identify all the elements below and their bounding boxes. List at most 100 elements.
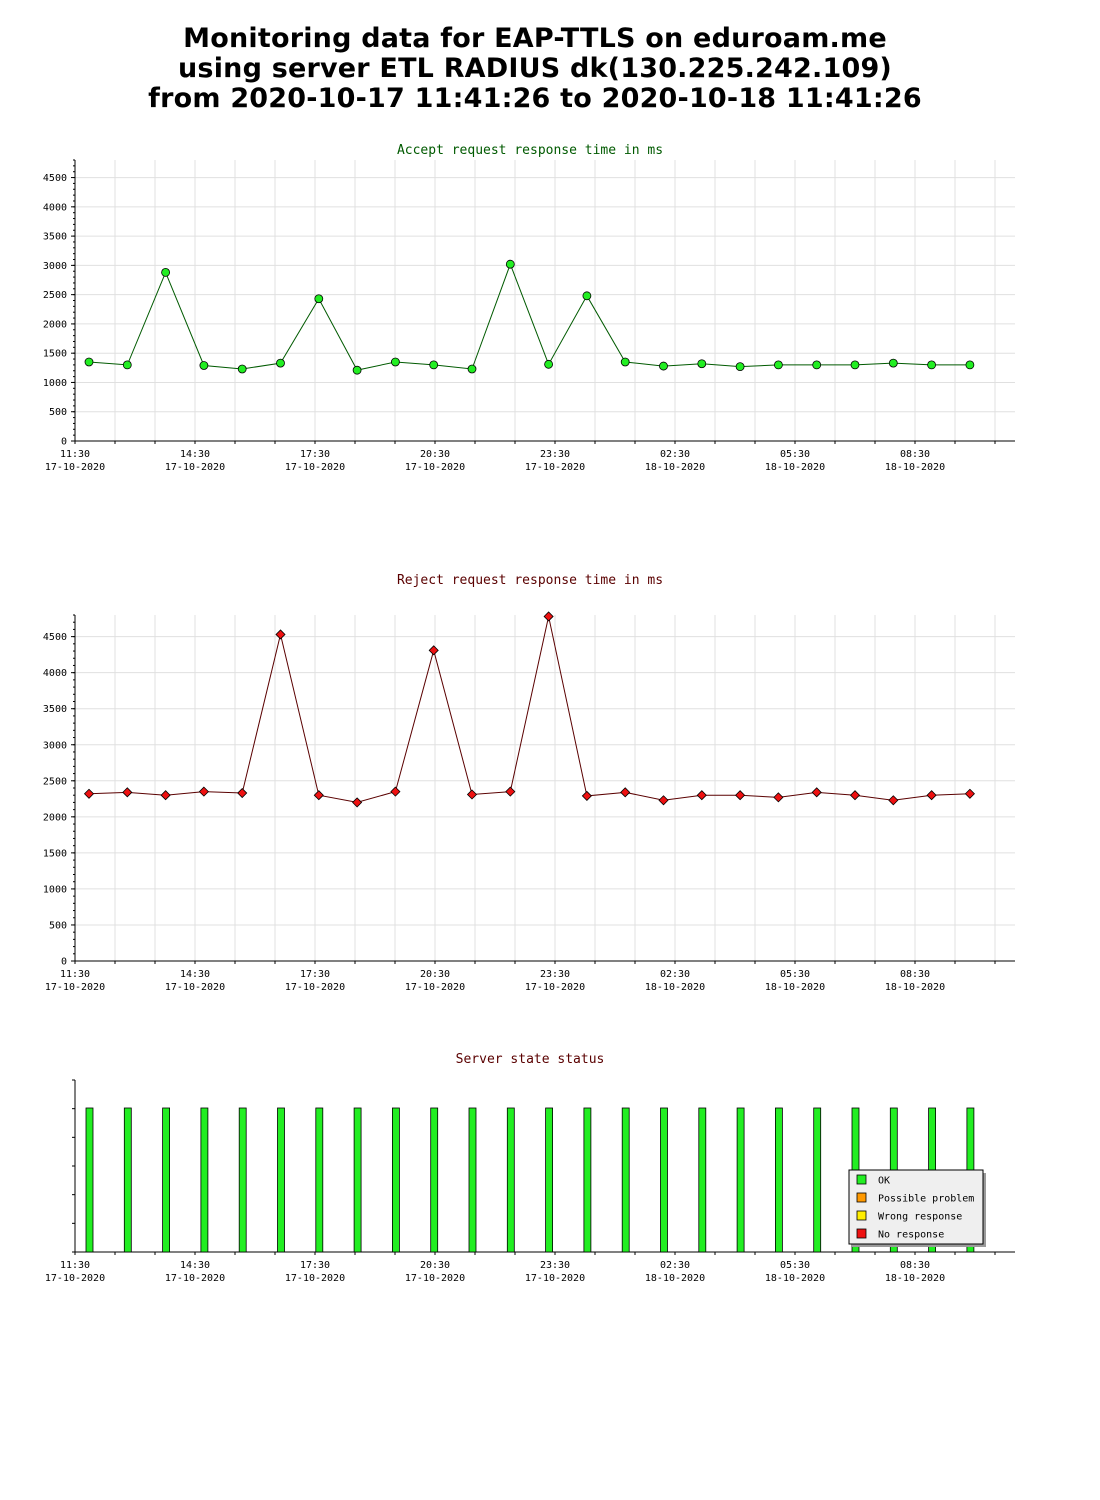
- legend-label: Wrong response: [878, 1212, 962, 1223]
- x-tick-date: 18-10-2020: [645, 1273, 705, 1284]
- data-point: [850, 360, 860, 370]
- y-tick-label: 4500: [43, 632, 67, 643]
- y-tick-label: 0: [61, 957, 67, 968]
- y-tick-label: 3000: [43, 740, 67, 751]
- y-tick-label: 2000: [43, 319, 67, 330]
- data-point: [466, 789, 478, 800]
- status-bar: [545, 1107, 553, 1253]
- x-tick-date: 17-10-2020: [525, 982, 585, 993]
- y-tick-label: 2500: [43, 290, 67, 301]
- y-tick-label: 2500: [43, 776, 67, 787]
- data-point: [237, 364, 247, 374]
- y-tick-label: 1000: [43, 884, 67, 895]
- data-point: [964, 788, 975, 799]
- x-tick-label: 14:30: [180, 1260, 210, 1271]
- legend-label: No response: [878, 1230, 944, 1241]
- data-point: [849, 790, 861, 801]
- x-tick-label: 11:30: [60, 449, 90, 460]
- data-point: [582, 291, 592, 301]
- x-tick-date: 17-10-2020: [405, 462, 465, 473]
- data-point: [735, 790, 746, 801]
- x-tick-label: 14:30: [180, 449, 210, 460]
- chart-title: Accept request response time in ms: [397, 143, 663, 158]
- y-tick-label: 1500: [43, 349, 67, 360]
- data-point: [122, 787, 133, 798]
- legend-swatch: [856, 1228, 867, 1239]
- x-tick-label: 05:30: [780, 1260, 810, 1271]
- x-tick-date: 18-10-2020: [885, 1273, 945, 1284]
- x-tick-date: 17-10-2020: [285, 982, 345, 993]
- data-point: [927, 360, 936, 370]
- status-bar: [698, 1107, 707, 1253]
- x-tick-label: 08:30: [900, 449, 930, 460]
- x-tick-date: 17-10-2020: [45, 982, 105, 993]
- title-line-1: Monitoring data for EAP-TTLS on eduroam.…: [183, 23, 887, 54]
- y-tick-label: 0: [61, 437, 67, 448]
- x-tick-label: 11:30: [60, 1260, 90, 1271]
- y-tick-label: 3500: [43, 704, 67, 715]
- data-point: [620, 357, 630, 367]
- data-point: [659, 361, 668, 371]
- x-tick-date: 17-10-2020: [45, 462, 105, 473]
- data-point: [888, 358, 898, 368]
- data-point: [83, 788, 95, 799]
- x-tick-date: 17-10-2020: [165, 982, 225, 993]
- status-bar: [238, 1107, 247, 1253]
- status-bar: [468, 1107, 477, 1253]
- x-tick-date: 18-10-2020: [765, 982, 825, 993]
- x-tick-label: 17:30: [300, 1260, 330, 1271]
- x-tick-date: 17-10-2020: [45, 1273, 105, 1284]
- data-point: [390, 786, 401, 797]
- data-point: [544, 359, 553, 369]
- data-point: [735, 362, 745, 372]
- x-tick-date: 17-10-2020: [285, 1273, 345, 1284]
- data-point: [429, 360, 439, 370]
- status-bar: [506, 1107, 515, 1253]
- data-point: [237, 787, 248, 799]
- y-tick-label: 4000: [43, 202, 67, 213]
- chart-title: Reject request response time in ms: [397, 573, 663, 588]
- x-tick-date: 17-10-2020: [165, 462, 225, 473]
- page-title: Monitoring data for EAP-TTLS on eduroam.…: [0, 24, 1070, 114]
- y-tick-label: 4000: [43, 668, 67, 679]
- x-tick-label: 11:30: [60, 969, 90, 980]
- title-line-2: using server ETL RADIUS dk(130.225.242.1…: [178, 53, 892, 84]
- x-tick-label: 17:30: [300, 449, 330, 460]
- data-point: [276, 358, 285, 368]
- x-tick-date: 17-10-2020: [405, 1273, 465, 1284]
- y-tick-label: 500: [49, 920, 67, 931]
- x-tick-label: 08:30: [900, 969, 930, 980]
- data-point: [467, 364, 477, 374]
- legend-label: Possible problem: [878, 1194, 974, 1205]
- data-point: [696, 790, 707, 801]
- y-tick-label: 1500: [43, 848, 67, 859]
- x-tick-label: 05:30: [780, 969, 810, 980]
- y-tick-label: 4500: [43, 173, 67, 184]
- x-tick-label: 20:30: [420, 1260, 450, 1271]
- x-tick-label: 20:30: [420, 449, 450, 460]
- status-bar: [621, 1107, 630, 1253]
- data-point: [812, 360, 822, 370]
- x-tick-label: 02:30: [660, 449, 690, 460]
- title-line-3: from 2020-10-17 11:41:26 to 2020-10-18 1…: [148, 83, 922, 114]
- x-tick-label: 02:30: [660, 1260, 690, 1271]
- data-point: [352, 797, 363, 808]
- x-tick-label: 14:30: [180, 969, 210, 980]
- x-tick-label: 23:30: [540, 969, 570, 980]
- status-bar: [162, 1107, 171, 1253]
- data-point: [313, 790, 324, 801]
- legend-swatch: [856, 1192, 867, 1203]
- x-tick-date: 18-10-2020: [885, 462, 945, 473]
- status-bar: [123, 1107, 132, 1253]
- x-tick-date: 18-10-2020: [765, 462, 825, 473]
- status-bar: [315, 1107, 324, 1253]
- status-bar: [736, 1107, 745, 1253]
- x-tick-label: 23:30: [540, 1260, 570, 1271]
- data-point: [505, 786, 516, 797]
- data-point: [428, 645, 439, 656]
- x-tick-label: 08:30: [900, 1260, 930, 1271]
- x-tick-label: 23:30: [540, 449, 570, 460]
- y-tick-label: 500: [49, 407, 67, 418]
- series-line: [88, 616, 970, 803]
- legend-label: OK: [878, 1176, 890, 1187]
